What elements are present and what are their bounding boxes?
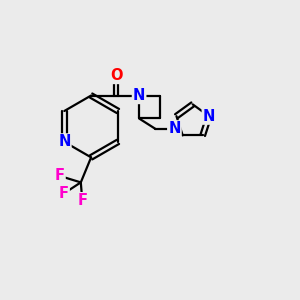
Text: N: N bbox=[58, 134, 70, 149]
Text: F: F bbox=[59, 186, 69, 201]
Text: N: N bbox=[133, 88, 145, 103]
Text: F: F bbox=[55, 168, 64, 183]
Text: N: N bbox=[168, 121, 181, 136]
Text: F: F bbox=[77, 193, 87, 208]
Text: N: N bbox=[203, 109, 215, 124]
Text: O: O bbox=[110, 68, 122, 83]
